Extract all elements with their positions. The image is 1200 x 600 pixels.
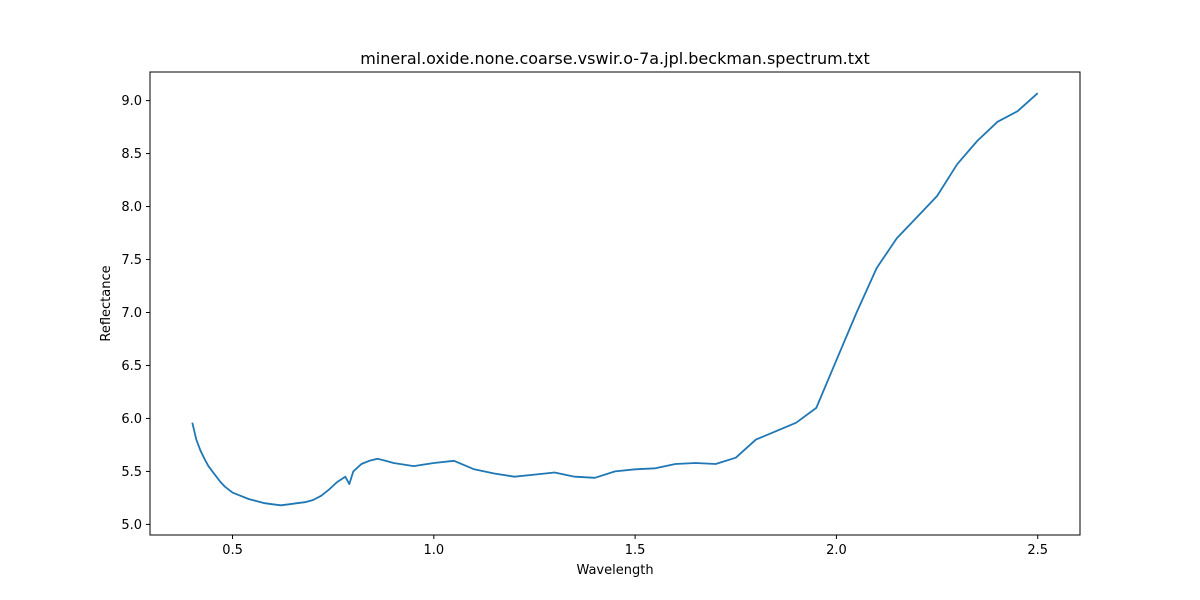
series-line-0: [191, 92, 1039, 507]
x-axis-title: Wavelength: [576, 563, 653, 578]
x-tick-label: 1.5: [625, 543, 646, 558]
chart-title: mineral.oxide.none.coarse.vswir.o-7a.jpl…: [360, 49, 870, 68]
y-tick-label: 8.0: [121, 200, 142, 215]
x-tick-label: 1.0: [423, 543, 444, 558]
y-tick-label: 7.5: [121, 253, 142, 268]
y-axis: 5.0 5.5 6.0 6.5 7.0 7.5 8.0 8.5 9.0: [121, 94, 150, 533]
y-tick-label: 7.0: [121, 306, 142, 321]
series-layer: [191, 92, 1039, 507]
y-tick-label: 6.0: [121, 412, 142, 427]
y-tick-label: 8.5: [121, 147, 142, 162]
y-tick-label: 9.0: [121, 94, 142, 109]
x-axis: 0.5 1.0 1.5 2.0 2.5: [222, 535, 1048, 558]
y-tick-label: 5.5: [121, 465, 142, 480]
plot-frame: [149, 71, 1081, 536]
y-tick-label: 6.5: [121, 359, 142, 374]
x-tick-label: 2.0: [826, 543, 847, 558]
x-tick-label: 0.5: [222, 543, 243, 558]
plot-area: [149, 71, 1081, 536]
y-tick-label: 5.0: [121, 518, 142, 533]
y-axis-title: Reflectance: [99, 265, 114, 341]
x-tick-label: 2.5: [1027, 543, 1048, 558]
